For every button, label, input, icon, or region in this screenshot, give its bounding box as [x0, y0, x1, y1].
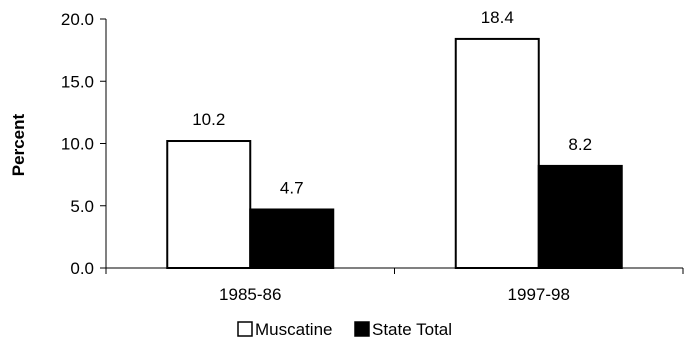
data-label: 10.2: [192, 110, 225, 129]
legend: Muscatine State Total: [237, 320, 452, 339]
bar-state-total: [537, 164, 623, 269]
y-tick-label: 5.0: [70, 197, 94, 216]
data-label: 18.4: [481, 8, 514, 27]
legend-label: Muscatine: [255, 320, 332, 339]
bar-muscatine: [166, 140, 252, 269]
y-tick-label: 15.0: [61, 72, 94, 91]
y-tick-label: 10.0: [61, 135, 94, 154]
y-tick-label: 0.0: [70, 259, 94, 278]
y-axis-title: Percent: [9, 113, 28, 176]
x-tick-label: 1985-86: [219, 285, 281, 304]
bars: [166, 37, 623, 269]
legend-swatch-state-total: [354, 321, 370, 337]
legend-swatch-muscatine: [237, 321, 253, 337]
bar-muscatine: [454, 37, 540, 269]
legend-label: State Total: [372, 320, 452, 339]
x-tick-label: 1997-98: [508, 285, 570, 304]
data-labels: 10.2 4.7 18.4 8.2: [192, 8, 592, 198]
bar-state-total: [249, 208, 335, 269]
y-tick-label: 20.0: [61, 10, 94, 29]
y-axis: 0.0 5.0 10.0 15.0 20.0: [61, 10, 107, 278]
data-label: 4.7: [280, 178, 304, 197]
data-label: 8.2: [568, 135, 592, 154]
x-axis: 1985-86 1997-98: [105, 267, 684, 304]
